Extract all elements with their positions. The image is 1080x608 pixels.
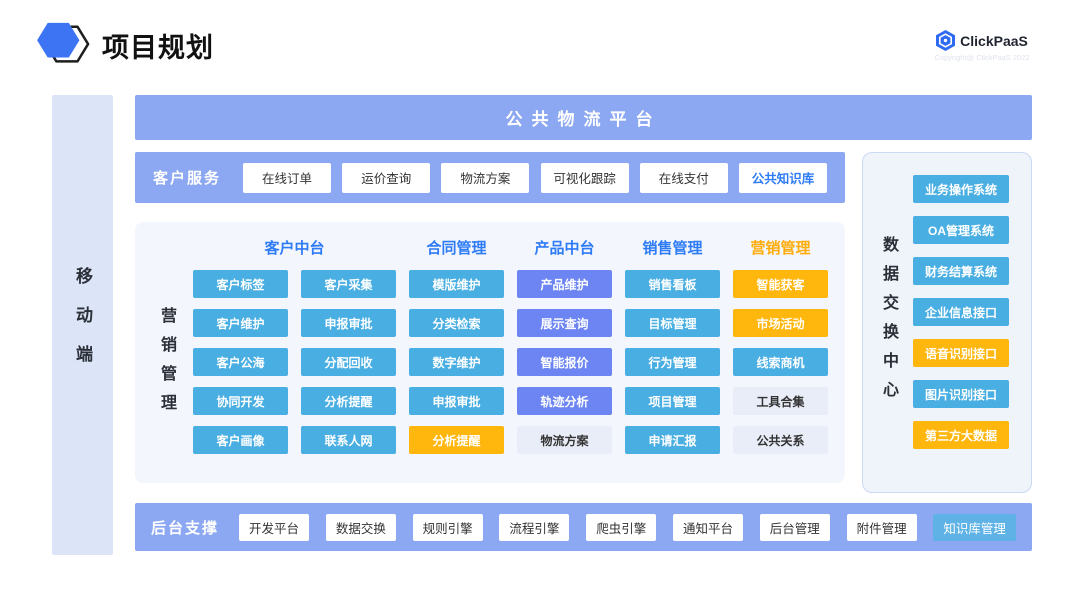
module-button[interactable]: 客户画像 — [193, 426, 288, 454]
data-exchange-panel: 数据交换中心 业务操作系统 OA管理系统 财务结算系统 企业信息接口 语音识别接口 图片识… — [862, 152, 1032, 493]
module-buttons-grid: 客户标签 客户采集 模版维护 产品维护 销售看板 智能获客 客户维护 申报审批 分类检索 展示查询… — [193, 270, 828, 454]
module-button[interactable]: 客户标签 — [193, 270, 288, 298]
module-button[interactable]: 销售看板 — [625, 270, 720, 298]
backend-support-button[interactable]: 知识库管理 — [933, 513, 1016, 541]
customer-service-button[interactable]: 运价查询 — [342, 162, 431, 193]
backend-support-button[interactable]: 附件管理 — [846, 513, 917, 541]
module-button[interactable]: 项目管理 — [625, 387, 720, 415]
data-exchange-button[interactable]: 企业信息接口 — [913, 298, 1009, 326]
backend-support-bar: 后台支撑 开发平台 数据交换 规则引擎 流程引擎 爬虫引擎 通知平台 后台管理 附件管理 知识库… — [135, 503, 1032, 551]
data-exchange-button[interactable]: 图片识别接口 — [913, 380, 1009, 408]
page-title: 项目规划 — [102, 33, 214, 63]
customer-service-label: 客户服务 — [153, 170, 222, 187]
module-button[interactable]: 申报审批 — [409, 387, 504, 415]
module-column-header: 客户中台 — [264, 239, 325, 257]
module-button[interactable]: 物流方案 — [517, 426, 612, 454]
module-button[interactable]: 分配回收 — [301, 348, 396, 376]
top-banner-label: 公共物流平台 — [505, 110, 662, 129]
module-button[interactable]: 联系人网 — [301, 426, 396, 454]
module-button[interactable]: 协同开发 — [193, 387, 288, 415]
data-exchange-button[interactable]: OA管理系统 — [913, 216, 1009, 244]
module-column-header: 销售管理 — [642, 239, 703, 257]
backend-support-button[interactable]: 通知平台 — [673, 513, 744, 541]
module-button[interactable]: 分析提醒 — [409, 426, 504, 454]
mobile-side-panel: 移动端 — [52, 95, 113, 555]
module-button[interactable]: 轨迹分析 — [517, 387, 612, 415]
customer-service-button[interactable]: 物流方案 — [441, 162, 530, 193]
module-button[interactable]: 客户公海 — [193, 348, 288, 376]
data-exchange-buttons: 业务操作系统 OA管理系统 财务结算系统 企业信息接口 语音识别接口 图片识别接口 第三方大… — [913, 175, 1009, 492]
module-button[interactable]: 客户采集 — [301, 270, 396, 298]
backend-support-buttons: 开发平台 数据交换 规则引擎 流程引擎 爬虫引擎 通知平台 后台管理 附件管理 知识库管理 — [239, 513, 1016, 541]
customer-service-button[interactable]: 可视化跟踪 — [540, 162, 629, 193]
mobile-side-label: 移动端 — [73, 266, 92, 384]
module-column-header: 合同管理 — [426, 239, 487, 257]
module-button[interactable]: 产品维护 — [517, 270, 612, 298]
backend-support-button[interactable]: 流程引擎 — [499, 513, 570, 541]
customer-service-button[interactable]: 在线支付 — [639, 162, 728, 193]
hexagon-logo-icon — [37, 22, 90, 63]
module-button[interactable]: 客户维护 — [193, 309, 288, 337]
module-button[interactable]: 公共关系 — [733, 426, 828, 454]
data-exchange-label-wrap: 数据交换中心 — [863, 153, 913, 492]
module-button[interactable]: 智能报价 — [517, 348, 612, 376]
top-banner: 公共物流平台 — [135, 95, 1032, 140]
customer-service-bar: 客户服务 在线订单 运价查询 物流方案 可视化跟踪 在线支付 公共知识库 — [135, 152, 845, 203]
business-modules-panel: 客户中台 合同管理 产品中台 销售管理 营销管理 营销管理 客户标签 客户采集 模版维护 产品… — [135, 222, 845, 483]
module-button[interactable]: 展示查询 — [517, 309, 612, 337]
marketing-management-side-label: 营销管理 — [158, 306, 175, 423]
backend-support-button[interactable]: 爬虫引擎 — [586, 513, 657, 541]
backend-support-button[interactable]: 规则引擎 — [412, 513, 483, 541]
backend-support-button[interactable]: 开发平台 — [239, 513, 310, 541]
module-button[interactable]: 市场活动 — [733, 309, 828, 337]
backend-support-button[interactable]: 数据交换 — [325, 513, 396, 541]
brand-name: ClickPaaS — [960, 32, 1028, 49]
module-button[interactable]: 申请汇报 — [625, 426, 720, 454]
data-exchange-button[interactable]: 第三方大数据 — [913, 421, 1009, 449]
module-button[interactable]: 行为管理 — [625, 348, 720, 376]
module-button[interactable]: 分类检索 — [409, 309, 504, 337]
copyright-text: Copyright@ ClickPaaS 2022 — [934, 53, 1030, 62]
module-button[interactable]: 模版维护 — [409, 270, 504, 298]
customer-service-buttons: 在线订单 运价查询 物流方案 可视化跟踪 在线支付 公共知识库 — [243, 162, 827, 193]
module-column-header: 营销管理 — [750, 239, 811, 257]
module-button[interactable]: 分析提醒 — [301, 387, 396, 415]
module-button[interactable]: 目标管理 — [625, 309, 720, 337]
module-button[interactable]: 智能获客 — [733, 270, 828, 298]
marketing-management-side-label-wrap: 营销管理 — [147, 272, 185, 457]
module-column-headers: 客户中台 合同管理 产品中台 销售管理 营销管理 — [193, 234, 828, 260]
module-button[interactable]: 工具合集 — [733, 387, 828, 415]
backend-support-button[interactable]: 后台管理 — [759, 513, 830, 541]
module-button[interactable]: 线索商机 — [733, 348, 828, 376]
brand-block: ClickPaaS Copyright@ ClickPaaS 2022 — [922, 30, 1042, 62]
module-column-header: 产品中台 — [534, 239, 595, 257]
data-exchange-button[interactable]: 语音识别接口 — [913, 339, 1009, 367]
customer-service-button[interactable]: 公共知识库 — [738, 162, 827, 193]
module-button[interactable]: 申报审批 — [301, 309, 396, 337]
data-exchange-label: 数据交换中心 — [880, 235, 897, 410]
data-exchange-button[interactable]: 业务操作系统 — [913, 175, 1009, 203]
module-button[interactable]: 数字维护 — [409, 348, 504, 376]
clickpaas-logo-icon — [936, 30, 956, 51]
customer-service-button[interactable]: 在线订单 — [243, 162, 332, 193]
data-exchange-button[interactable]: 财务结算系统 — [913, 257, 1009, 285]
backend-support-label: 后台支撑 — [151, 519, 220, 537]
